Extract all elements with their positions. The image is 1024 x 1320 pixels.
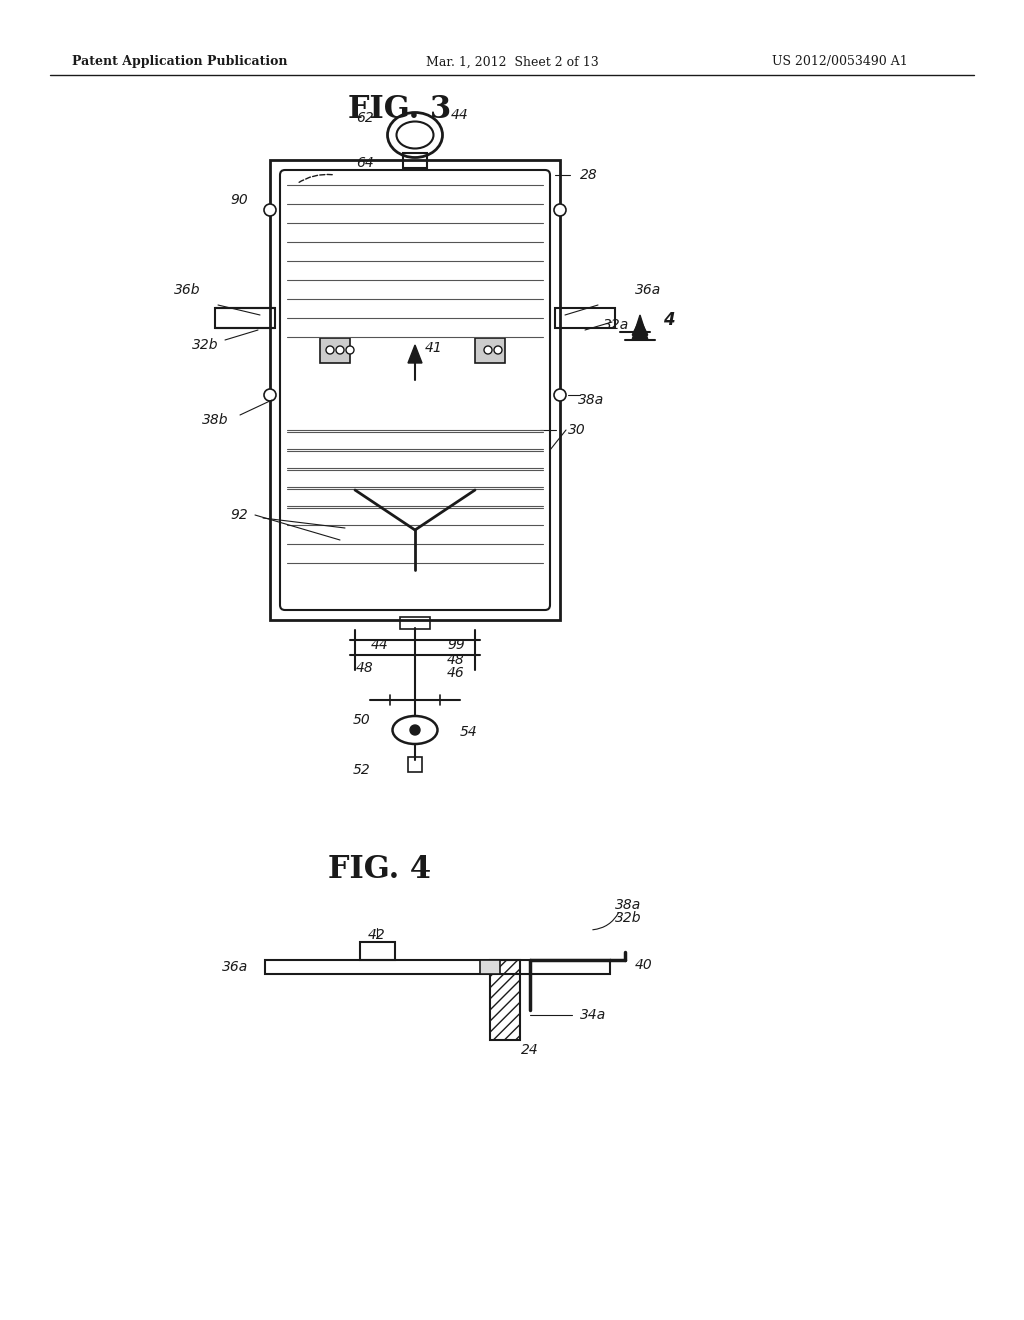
Text: US 2012/0053490 A1: US 2012/0053490 A1 xyxy=(772,55,908,69)
Text: 92: 92 xyxy=(230,508,248,521)
Bar xyxy=(480,960,500,974)
Circle shape xyxy=(336,346,344,354)
Circle shape xyxy=(554,389,566,401)
Text: 48: 48 xyxy=(447,653,465,667)
Text: Mar. 1, 2012  Sheet 2 of 13: Mar. 1, 2012 Sheet 2 of 13 xyxy=(426,55,598,69)
Text: 38a: 38a xyxy=(578,393,604,407)
Circle shape xyxy=(264,205,276,216)
Text: 62: 62 xyxy=(356,111,374,125)
Text: 44: 44 xyxy=(371,638,389,652)
Text: 32b: 32b xyxy=(615,911,641,925)
Bar xyxy=(555,308,615,327)
Bar xyxy=(403,153,427,168)
Text: 46: 46 xyxy=(447,667,465,680)
Text: 90: 90 xyxy=(230,193,248,207)
Circle shape xyxy=(264,389,276,401)
Text: FIG. 4: FIG. 4 xyxy=(329,854,431,886)
Text: 52: 52 xyxy=(352,763,370,777)
Circle shape xyxy=(554,205,566,216)
Text: 32a: 32a xyxy=(603,318,630,333)
Text: Patent Application Publication: Patent Application Publication xyxy=(73,55,288,69)
Bar xyxy=(475,338,505,363)
Circle shape xyxy=(494,346,502,354)
Text: 24: 24 xyxy=(521,1043,539,1057)
Text: 38b: 38b xyxy=(202,413,228,426)
Bar xyxy=(270,160,560,620)
Text: 54: 54 xyxy=(460,725,478,739)
Circle shape xyxy=(410,725,420,735)
Text: 41: 41 xyxy=(425,341,442,355)
Text: 50: 50 xyxy=(352,713,370,727)
Text: 48: 48 xyxy=(356,661,374,675)
Circle shape xyxy=(484,346,492,354)
Text: 36a: 36a xyxy=(222,960,248,974)
Text: 99: 99 xyxy=(447,638,465,652)
Circle shape xyxy=(346,346,354,354)
Bar xyxy=(400,616,430,630)
Text: 4: 4 xyxy=(663,312,675,329)
Bar xyxy=(408,756,422,772)
Bar xyxy=(360,942,395,960)
Text: 36a: 36a xyxy=(635,282,662,297)
Text: FIG. 3: FIG. 3 xyxy=(348,95,452,125)
Text: 36b: 36b xyxy=(173,282,200,297)
Bar xyxy=(265,960,610,974)
Polygon shape xyxy=(632,315,648,341)
Bar xyxy=(215,308,275,327)
Text: 38a: 38a xyxy=(615,898,641,912)
Text: 42: 42 xyxy=(368,928,386,942)
Text: 28: 28 xyxy=(580,168,598,182)
Ellipse shape xyxy=(396,121,433,149)
Ellipse shape xyxy=(392,715,437,744)
Bar xyxy=(319,338,350,363)
Text: 44: 44 xyxy=(452,108,469,121)
Ellipse shape xyxy=(387,112,442,157)
Text: 40: 40 xyxy=(635,958,652,972)
Text: 34a: 34a xyxy=(580,1008,606,1022)
Polygon shape xyxy=(408,345,422,363)
Circle shape xyxy=(326,346,334,354)
Text: 32b: 32b xyxy=(191,338,218,352)
Text: 30: 30 xyxy=(568,422,586,437)
Text: 64: 64 xyxy=(356,156,374,170)
Bar xyxy=(490,960,520,1040)
